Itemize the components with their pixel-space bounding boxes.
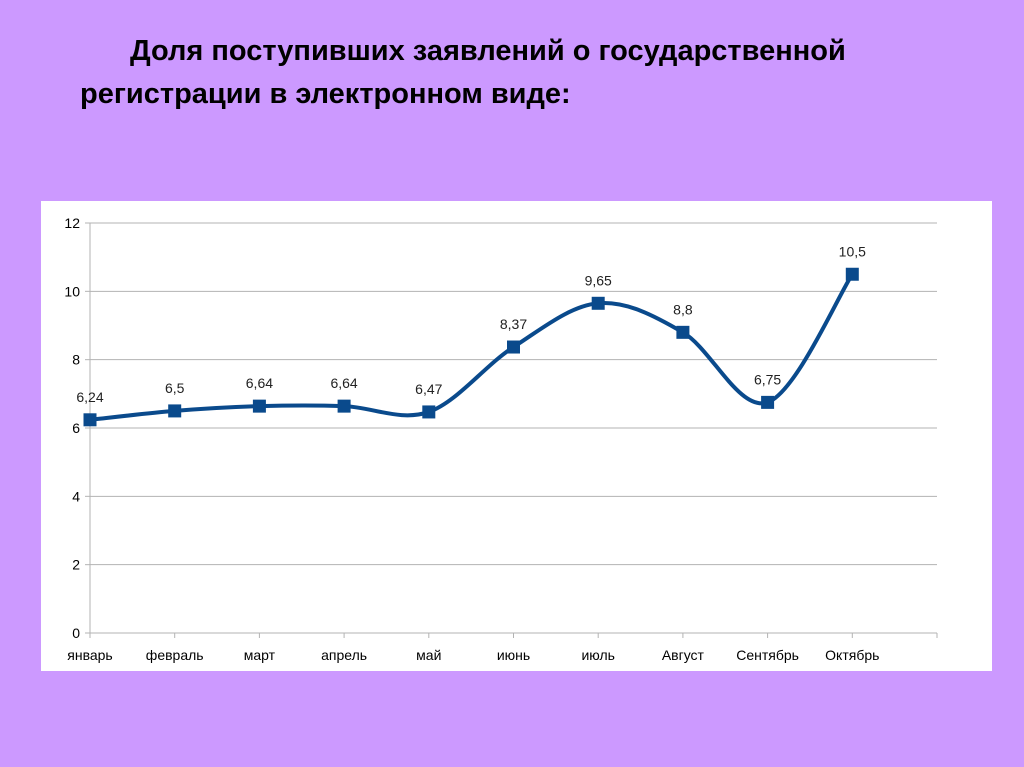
data-label: 6,47: [415, 381, 442, 397]
x-tick-label: апрель: [321, 647, 367, 663]
x-tick-label: Август: [662, 647, 705, 663]
data-point: [252, 399, 266, 413]
y-tick-label: 12: [64, 215, 80, 231]
data-label: 9,65: [585, 272, 612, 288]
data-point: [168, 404, 182, 418]
x-tick-label: Октябрь: [825, 647, 879, 663]
y-tick-label: 10: [64, 283, 80, 299]
data-point: [761, 395, 775, 409]
slide-title-line-1: Доля поступивших заявлений о государстве…: [130, 35, 846, 67]
series: [83, 267, 859, 427]
line-chart: 0 2 4 6 8 10 12 январь февраль март апрель май июнь…: [64, 215, 938, 663]
x-tick-label: январь: [67, 647, 112, 663]
y-tick-label: 2: [72, 557, 80, 573]
data-point: [845, 267, 859, 281]
slide-title: Доля поступивших заявлений о государстве…: [80, 30, 1000, 116]
y-tick-label: 4: [72, 488, 80, 504]
data-point: [337, 399, 351, 413]
data-point: [422, 405, 436, 419]
data-point: [83, 413, 97, 427]
x-tick-label: июль: [581, 647, 614, 663]
data-label: 8,8: [673, 301, 693, 317]
slide-title-line-2: регистрации в электронном виде:: [80, 78, 571, 110]
x-tick-label: март: [244, 647, 276, 663]
x-tick-label: Сентябрь: [736, 647, 799, 663]
y-tick-label: 6: [72, 420, 80, 436]
data-point: [591, 296, 605, 310]
x-tick-labels: январь февраль март апрель май июнь июль Август…: [67, 647, 879, 663]
x-tick-label: июнь: [497, 647, 530, 663]
data-label: 8,37: [500, 316, 527, 332]
data-point: [676, 325, 690, 339]
data-label: 6,75: [754, 371, 781, 387]
data-label: 6,5: [165, 380, 185, 396]
gridlines: [90, 222, 937, 566]
data-label: 6,24: [76, 389, 103, 405]
data-label: 10,5: [839, 243, 866, 259]
y-tick-label: 0: [72, 625, 80, 641]
data-label: 6,64: [246, 375, 273, 391]
chart-panel: 0 2 4 6 8 10 12 январь февраль март апрель май июнь…: [41, 201, 992, 671]
y-tick-labels: 0 2 4 6 8 10 12: [64, 215, 80, 641]
data-labels: 6,24 6,5 6,64 6,64 6,47 8,37 9,65 8,8 6,75 10,5: [76, 243, 866, 405]
x-tick-label: май: [416, 647, 441, 663]
y-tick-label: 8: [72, 352, 80, 368]
data-label: 6,64: [330, 375, 357, 391]
axes: [85, 222, 938, 638]
x-tick-label: февраль: [146, 647, 204, 663]
data-point: [507, 340, 520, 354]
series-line: [88, 272, 855, 422]
